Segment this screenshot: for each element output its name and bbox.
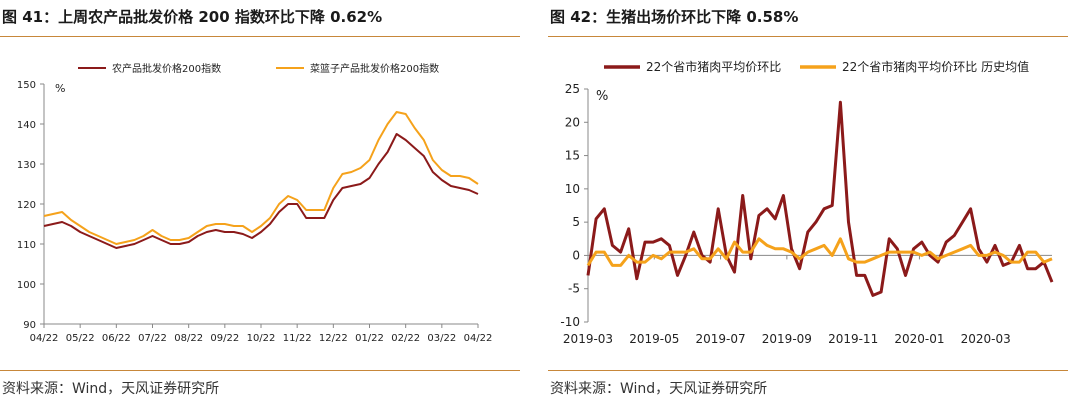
- x-tick-label: 11/22: [283, 333, 312, 344]
- y-tick-label: 100: [17, 280, 36, 291]
- x-tick-label: 2019-07: [696, 332, 746, 346]
- x-tick-label: 04/22: [30, 333, 59, 344]
- y-tick-label: 25: [565, 82, 580, 96]
- y-tick-label: 5: [572, 215, 580, 229]
- x-tick-label: 07/22: [138, 333, 167, 344]
- x-tick-label: 10/22: [247, 333, 276, 344]
- series-line: [586, 237, 1053, 267]
- y-tick-label: 120: [17, 200, 36, 211]
- source-note: 资料来源：Wind，天风证券研究所: [550, 381, 768, 397]
- y-tick-label: 0: [572, 248, 580, 262]
- y-tick-label: -5: [568, 282, 580, 296]
- y-tick-label: 20: [565, 115, 580, 129]
- x-tick-label: 01/22: [355, 333, 384, 344]
- x-tick-label: 2020-01: [894, 332, 944, 346]
- y-tick-label: 10: [565, 182, 580, 196]
- x-tick-label: 12/22: [319, 333, 348, 344]
- legend-label: 菜篮子产品批发价格200指数: [310, 62, 439, 75]
- y-tick-label: 130: [17, 160, 36, 171]
- y-tick-label: 150: [17, 80, 36, 91]
- footer-divider: [548, 370, 1068, 371]
- x-tick-label: 2019-03: [563, 332, 613, 346]
- x-tick-label: 2019-11: [828, 332, 878, 346]
- figure-title: 图 42：生猪出场价环比下降 0.58%: [550, 8, 799, 26]
- x-tick-label: 08/22: [174, 333, 203, 344]
- footer-divider: [0, 370, 520, 371]
- title-divider: [0, 36, 520, 37]
- x-tick-label: 06/22: [102, 333, 131, 344]
- legend-label: 22个省市猪肉平均价环比 历史均值: [842, 59, 1029, 74]
- right-panel: 图 42：生猪出场价环比下降 0.58% 22个省市猪肉平均价环比 22个省市猪肉…: [548, 0, 1068, 406]
- series-line: [586, 100, 1054, 297]
- legend-label: 22个省市猪肉平均价环比: [646, 59, 781, 74]
- x-tick-label: 03/22: [427, 333, 456, 344]
- y-tick-label: 90: [23, 320, 36, 331]
- series-line: [43, 133, 479, 249]
- source-note: 资料来源：Wind，天风证券研究所: [2, 381, 220, 397]
- figure-title: 图 41：上周农产品批发价格 200 指数环比下降 0.62%: [2, 8, 383, 26]
- line-chart-pork-price: 22个省市猪肉平均价环比 22个省市猪肉平均价环比 历史均值 -10 -5 0 5 10 15…: [560, 59, 1054, 346]
- x-tick-label: 02/22: [391, 333, 420, 344]
- y-tick-label: 15: [565, 149, 580, 163]
- x-tick-label: 04/22: [464, 333, 493, 344]
- y-tick-label: 110: [17, 240, 36, 251]
- line-chart-agri-index: 农产品批发价格200指数 菜篮子产品批发价格200指数 90 100 110 120 130…: [17, 62, 493, 344]
- y-tick-label: 140: [17, 120, 36, 131]
- y-tick-label: -10: [560, 315, 580, 329]
- x-tick-label: 2020-03: [961, 332, 1011, 346]
- x-tick-label: 2019-05: [629, 332, 679, 346]
- x-tick-label: 05/22: [66, 333, 95, 344]
- y-unit-label: %: [55, 82, 65, 95]
- series-line: [43, 111, 479, 245]
- title-divider: [548, 36, 1068, 37]
- x-tick-label: 09/22: [210, 333, 239, 344]
- legend-label: 农产品批发价格200指数: [112, 62, 221, 75]
- y-unit-label: %: [596, 89, 608, 104]
- x-tick-label: 2019-09: [762, 332, 812, 346]
- left-panel: 图 41：上周农产品批发价格 200 指数环比下降 0.62% 农产品批发价格2…: [0, 0, 520, 406]
